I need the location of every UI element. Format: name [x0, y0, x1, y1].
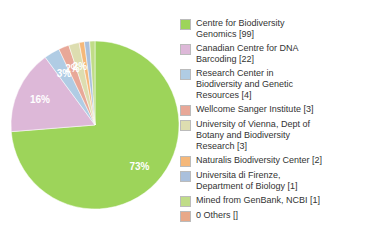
html-text:Biodiversity and Genetic: Biodiversity and Genetic: [196, 79, 294, 89]
html-text:Research [3]: Research [3]: [196, 141, 247, 151]
html-text:Naturalis Biodiversity Center: Naturalis Biodiversity Center [2]: [196, 155, 323, 165]
html-text:Canadian Centre for DNA: Canadian Centre for DNA: [196, 43, 299, 53]
html-text:Barcoding [22]: Barcoding [22]: [196, 54, 254, 64]
html-text:Botany and Biodiversity: Botany and Biodiversity: [196, 130, 291, 140]
html-text:Research Center in: Research Center in: [196, 68, 274, 78]
html-text:Mined from GenBank, NCBI [1]: Mined from GenBank, NCBI [1]: [196, 195, 321, 205]
html-text:0 Others []: 0 Others []: [196, 210, 238, 220]
html-text:Genomics [99]: Genomics [99]: [196, 29, 254, 39]
html-text:University of Vienna, Dept of: University of Vienna, Dept of: [196, 119, 310, 129]
html-text:Universita di Firenze,: Universita di Firenze,: [196, 170, 281, 180]
html-text:Wellcome Sanger Institute [3]: Wellcome Sanger Institute [3]: [196, 104, 314, 114]
html-text:Centre for Biodiversity: Centre for Biodiversity: [196, 18, 285, 28]
html-text:Department of Biology [1]: Department of Biology [1]: [196, 181, 298, 191]
svg-text:3%: 3%: [56, 67, 72, 79]
svg-text:73%: 73%: [129, 161, 149, 172]
svg-text:16%: 16%: [30, 94, 50, 105]
html-text:Resources [4]: Resources [4]: [196, 90, 252, 100]
svg-text:2%: 2%: [73, 61, 88, 72]
